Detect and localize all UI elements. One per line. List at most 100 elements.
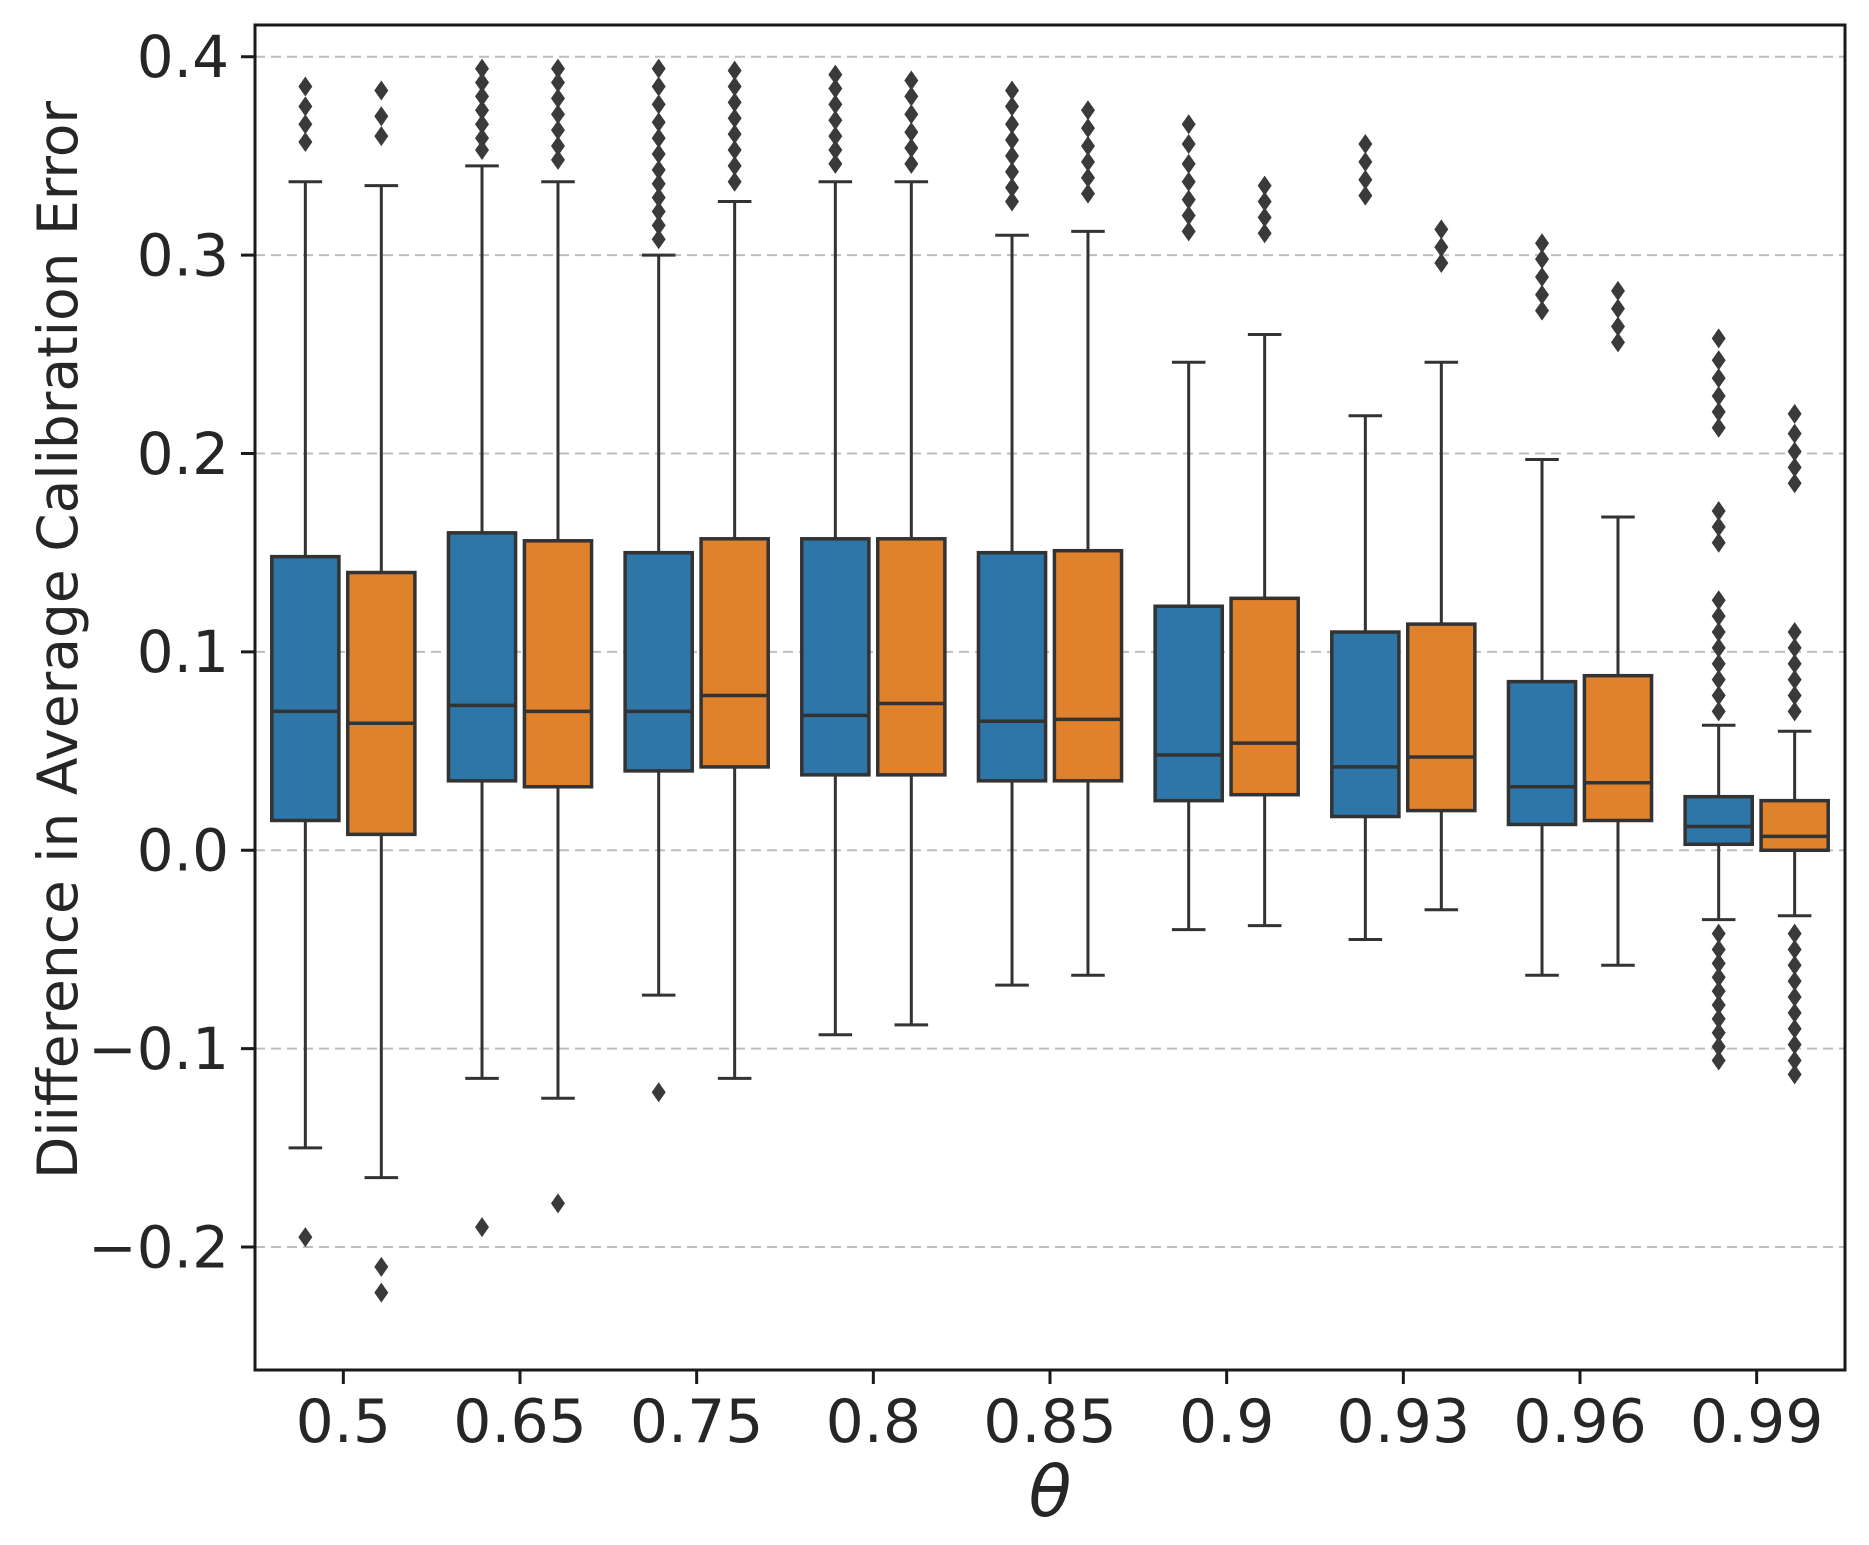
- outlier-point: [1787, 987, 1802, 1008]
- outlier-point: [1080, 118, 1095, 139]
- outlier-point: [1080, 183, 1095, 204]
- outlier-point: [1711, 701, 1726, 722]
- x-tick-label: 0.75: [630, 1387, 764, 1457]
- outlier-point: [1535, 284, 1550, 305]
- x-tick-label: 0.65: [453, 1387, 587, 1457]
- outlier-point: [904, 122, 919, 143]
- outlier-point: [1535, 266, 1550, 287]
- outlier-point: [1711, 622, 1726, 643]
- outlier-point: [1257, 191, 1272, 212]
- outlier-point: [727, 92, 742, 113]
- box: [876, 537, 947, 777]
- outlier-point: [1610, 316, 1625, 337]
- outlier-point: [374, 80, 389, 101]
- outlier-point: [1787, 403, 1802, 424]
- y-tick-label: 0.4: [137, 23, 229, 91]
- x-tick-label: 0.99: [1690, 1387, 1824, 1457]
- outlier-point: [1711, 1022, 1726, 1043]
- outlier-point: [1787, 669, 1802, 690]
- box: [1506, 679, 1578, 827]
- outlier-point: [1787, 1002, 1802, 1023]
- outlier-point: [727, 108, 742, 129]
- box: [623, 550, 694, 773]
- outlier-point: [1434, 253, 1449, 274]
- outlier-point: [1711, 368, 1726, 389]
- outlier-point: [475, 128, 490, 149]
- outlier-point: [828, 126, 843, 147]
- box: [1330, 630, 1401, 819]
- outlier-point: [1257, 207, 1272, 228]
- y-tick-label: −0.2: [88, 1213, 229, 1281]
- outlier-point: [1711, 1036, 1726, 1057]
- outlier-point: [904, 86, 919, 107]
- box: [1683, 794, 1755, 847]
- outlier-point: [1711, 417, 1726, 438]
- outlier-point: [1257, 175, 1272, 196]
- outlier-point: [1711, 350, 1726, 371]
- outlier-point: [1711, 953, 1726, 974]
- x-tick-label: 0.85: [983, 1387, 1117, 1457]
- outlier-point: [904, 153, 919, 174]
- outlier-point: [1711, 385, 1726, 406]
- outlier-point: [1610, 332, 1625, 353]
- outlier-point: [651, 112, 666, 133]
- box: [346, 570, 417, 837]
- outlier-point: [475, 86, 490, 107]
- outlier-point: [298, 76, 313, 97]
- outlier-point: [1711, 401, 1726, 422]
- outlier-point: [1787, 1034, 1802, 1055]
- outlier-point: [1711, 994, 1726, 1015]
- outlier-point: [1787, 1050, 1802, 1071]
- outlier-point: [1711, 1008, 1726, 1029]
- outlier-point: [1711, 939, 1726, 960]
- outlier-point: [1711, 685, 1726, 706]
- box: [699, 537, 770, 769]
- outlier-point: [1787, 701, 1802, 722]
- outlier-point: [651, 187, 666, 208]
- box: [1406, 622, 1477, 813]
- outlier-point: [1787, 473, 1802, 494]
- outlier-point: [904, 137, 919, 158]
- outlier-point: [1181, 189, 1196, 210]
- outlier-point: [828, 153, 843, 174]
- outlier-point: [651, 201, 666, 222]
- outlier-point: [1610, 280, 1625, 301]
- outlier-point: [1358, 134, 1373, 155]
- outlier-point: [1711, 532, 1726, 553]
- y-tick-label: 0.2: [137, 420, 229, 488]
- outlier-point: [1787, 939, 1802, 960]
- box: [270, 554, 341, 823]
- outlier-point: [904, 104, 919, 125]
- outlier-point: [475, 114, 490, 135]
- outlier-point: [1434, 219, 1449, 240]
- outlier-point: [904, 70, 919, 91]
- outlier-point: [550, 88, 565, 109]
- outlier-point: [1711, 637, 1726, 658]
- outlier-point: [1080, 100, 1095, 121]
- outlier-point: [1181, 205, 1196, 226]
- outlier-point: [651, 76, 666, 97]
- outlier-point: [651, 94, 666, 115]
- box: [522, 539, 594, 789]
- y-tick-label: 0.1: [137, 618, 229, 686]
- outlier-point: [374, 126, 389, 147]
- outlier-point: [475, 58, 490, 79]
- outlier-point: [651, 215, 666, 236]
- outlier-point: [1005, 191, 1020, 212]
- box: [976, 550, 1048, 783]
- outlier-point: [727, 171, 742, 192]
- outlier-point: [651, 1082, 666, 1103]
- outlier-point: [1610, 298, 1625, 319]
- outlier-point: [727, 124, 742, 145]
- outlier-point: [1787, 441, 1802, 462]
- outlier-point: [1711, 328, 1726, 349]
- outlier-point: [1535, 249, 1550, 270]
- outlier-point: [1257, 223, 1272, 244]
- outlier-point: [1787, 653, 1802, 674]
- outlier-point: [651, 128, 666, 149]
- outlier-point: [1711, 967, 1726, 988]
- outlier-point: [550, 72, 565, 93]
- outlier-point: [1711, 981, 1726, 1002]
- outlier-point: [1711, 606, 1726, 627]
